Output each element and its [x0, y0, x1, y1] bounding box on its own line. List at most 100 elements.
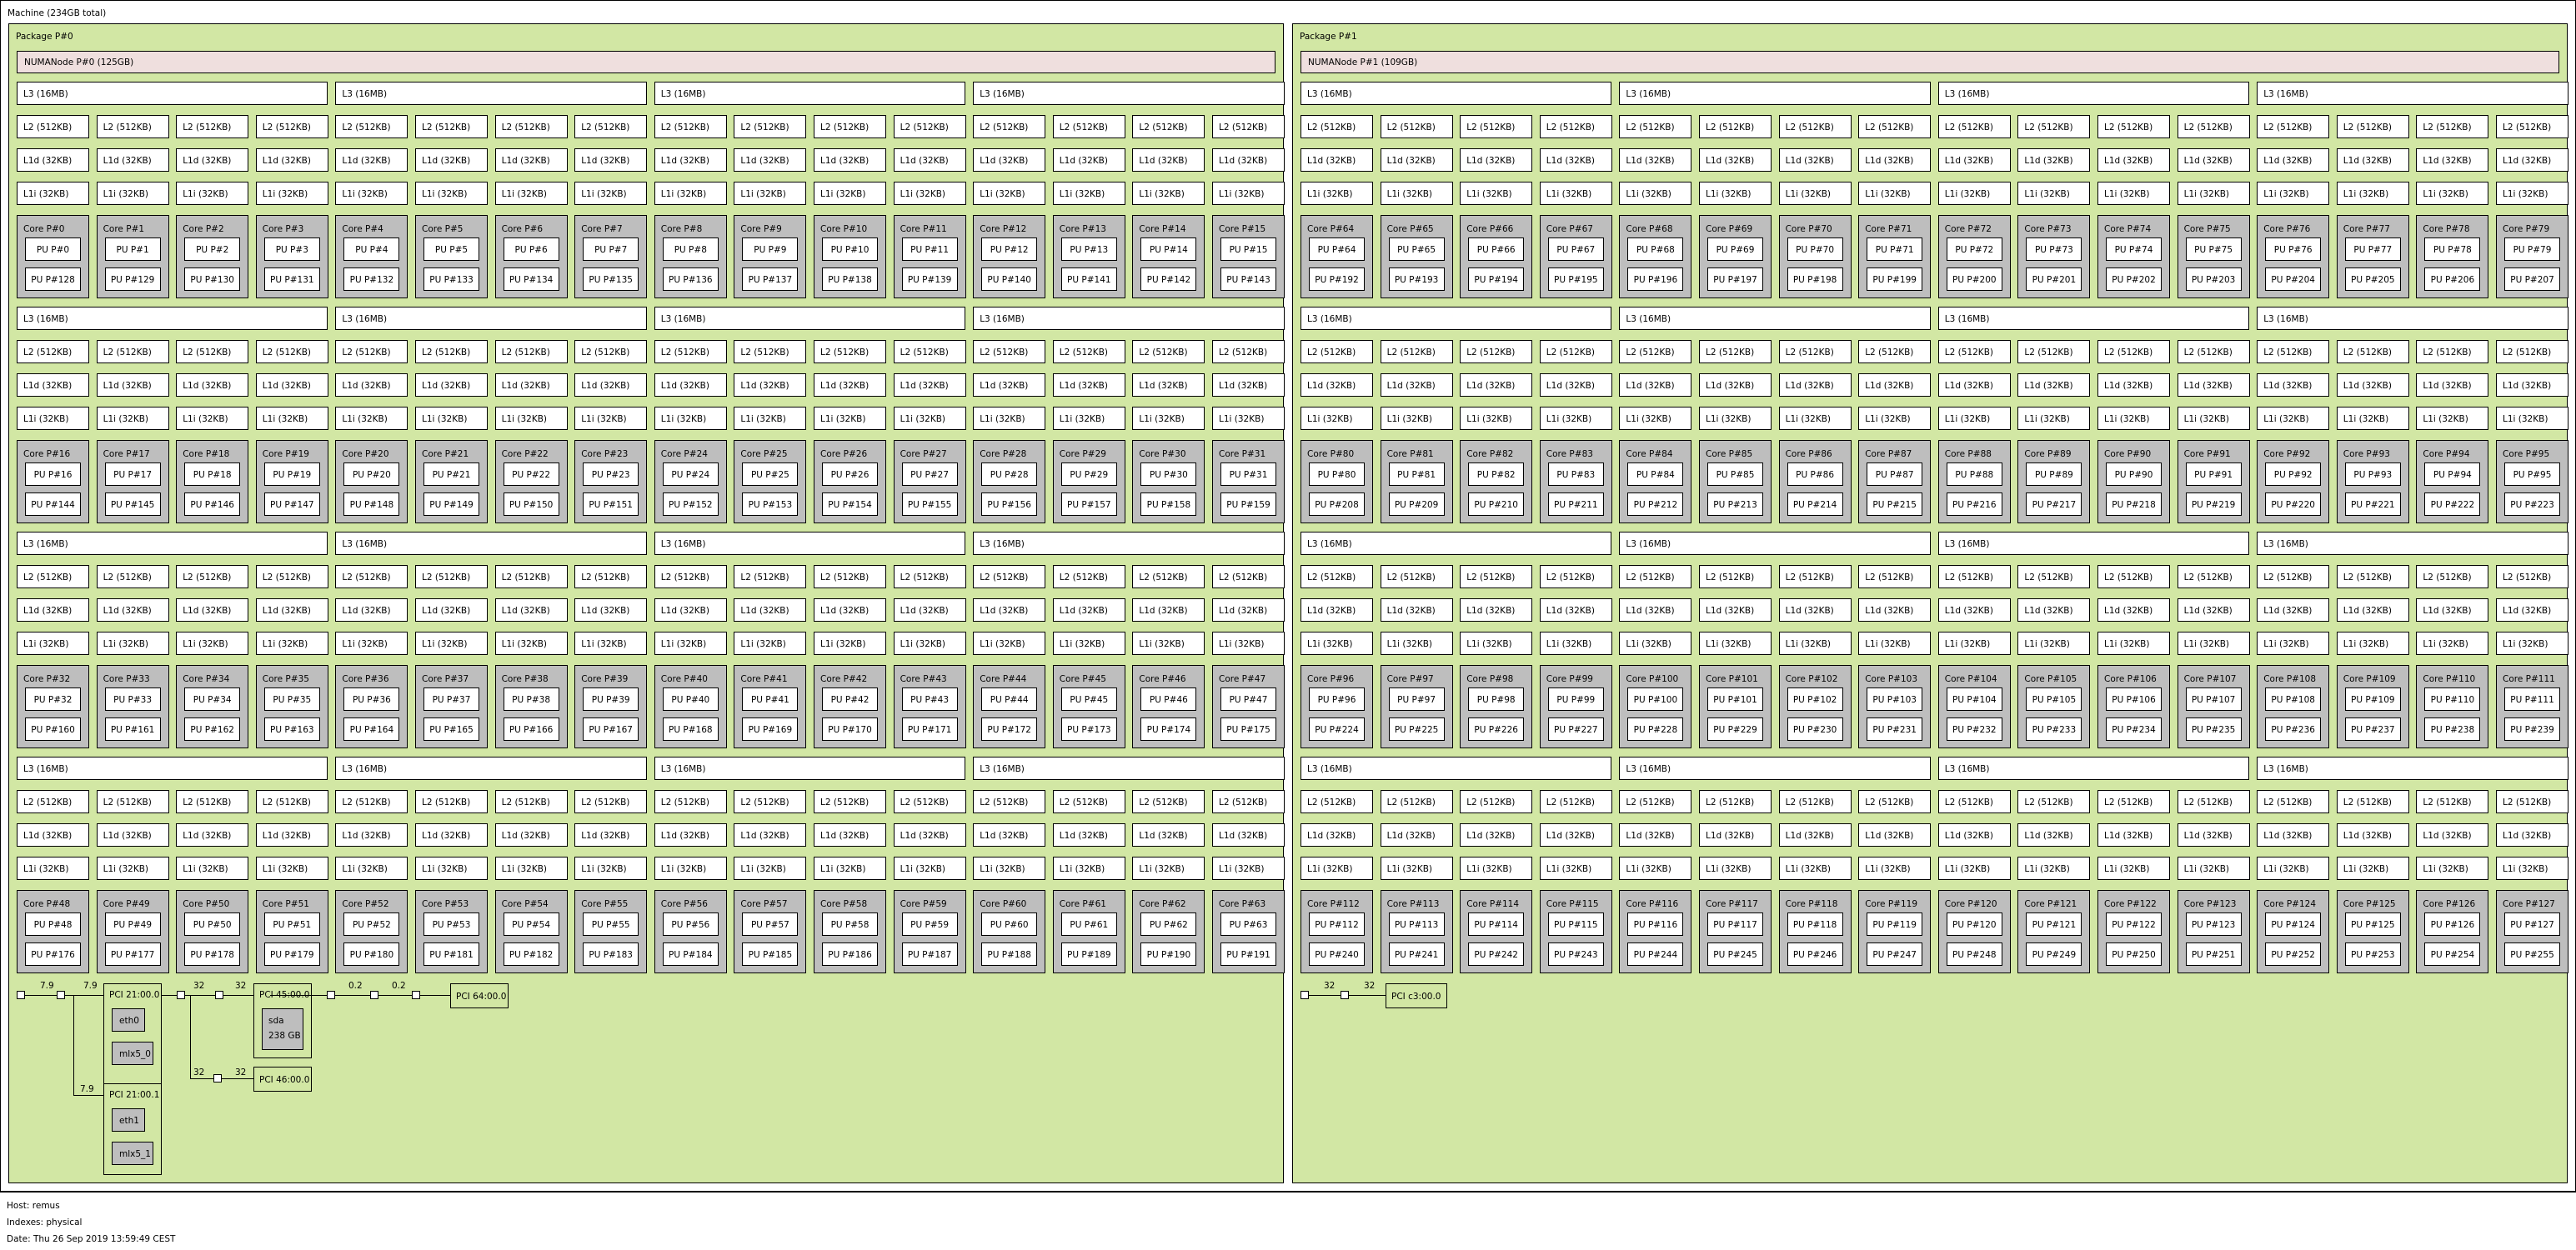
pu-box-label: PU P#222 — [2430, 500, 2475, 510]
core-box-label: Core P#94 — [2423, 449, 2470, 459]
l2-cache: L2 (512KB) — [574, 115, 648, 138]
l2-cache-label: L2 (512KB) — [820, 122, 870, 132]
l2-cache: L2 (512KB) — [2336, 115, 2409, 138]
l1d-cache: L1d (32KB) — [734, 148, 807, 172]
l1d-cache-label: L1d (32KB) — [2343, 381, 2392, 391]
l1d-cache-label: L1d (32KB) — [980, 831, 1029, 841]
l1i-cache: L1i (32KB) — [2177, 182, 2250, 205]
l1i-cache: L1i (32KB) — [2177, 857, 2250, 880]
pci-bridge — [1341, 991, 1349, 999]
l1d-cache-label: L1d (32KB) — [1626, 606, 1675, 616]
pu-box: PU P#28 — [981, 462, 1038, 486]
l2-cache: L2 (512KB) — [893, 115, 966, 138]
pci-bridge — [327, 991, 335, 999]
l2-cache: L2 (512KB) — [1699, 340, 1772, 363]
host-bridge — [17, 991, 25, 999]
l2-cache-label: L2 (512KB) — [1219, 572, 1268, 582]
l1d-cache-label: L1d (32KB) — [1466, 606, 1516, 616]
l1i-cache-label: L1i (32KB) — [1865, 414, 1911, 424]
pu-box-label: PU P#147 — [270, 500, 314, 510]
l1d-cache-label: L1d (32KB) — [262, 156, 311, 166]
l1i-cache-label: L1i (32KB) — [342, 414, 388, 424]
pu-box-label: PU P#93 — [2353, 470, 2393, 480]
l2-cache: L2 (512KB) — [973, 340, 1046, 363]
l1d-cache-label: L1d (32KB) — [342, 831, 391, 841]
pu-box-label: PU P#145 — [110, 500, 155, 510]
l1i-cache-label: L1i (32KB) — [1139, 864, 1185, 874]
l1i-cache: L1i (32KB) — [654, 632, 727, 655]
l3-cache-label: L3 (16MB) — [342, 314, 388, 324]
l1d-cache-label: L1d (32KB) — [1865, 831, 1914, 841]
pu-box: PU P#203 — [2185, 268, 2242, 291]
pu-box-label: PU P#33 — [113, 695, 153, 705]
l1d-cache-label: L1d (32KB) — [1466, 831, 1516, 841]
l1d-cache: L1d (32KB) — [1132, 598, 1205, 622]
l2-cache: L2 (512KB) — [1937, 115, 2011, 138]
pu-box-label: PU P#123 — [2191, 920, 2236, 930]
l1i-cache-label: L1i (32KB) — [740, 639, 786, 649]
pu-box: PU P#185 — [742, 942, 799, 966]
core-box-label: Core P#121 — [2024, 899, 2077, 909]
pu-box-label: PU P#29 — [1070, 470, 1109, 480]
pu-box-label: PU P#15 — [1229, 245, 1268, 255]
host-bridge — [1301, 991, 1309, 999]
l3-cache-label: L3 (16MB) — [1944, 89, 1990, 99]
l1d-cache-label: L1d (32KB) — [501, 156, 550, 166]
l2-cache: L2 (512KB) — [2416, 565, 2489, 588]
l1d-cache: L1d (32KB) — [1699, 373, 1772, 397]
l2-cache: L2 (512KB) — [654, 790, 727, 813]
l1i-cache: L1i (32KB) — [574, 182, 648, 205]
l1i-cache: L1i (32KB) — [2257, 857, 2330, 880]
l2-cache: L2 (512KB) — [893, 790, 966, 813]
l1i-cache: L1i (32KB) — [2496, 857, 2568, 880]
pu-box: PU P#52 — [343, 912, 400, 936]
l1i-cache: L1i (32KB) — [1460, 182, 1533, 205]
pci-device: PCI c3:00.0 — [1386, 983, 1447, 1008]
pu-box: PU P#194 — [1468, 268, 1525, 291]
core-box-label: Core P#14 — [1139, 224, 1186, 234]
core-box-label: Core P#30 — [1139, 449, 1186, 459]
pu-box-label: PU P#130 — [190, 275, 234, 285]
pu-box: PU P#47 — [1220, 688, 1276, 711]
l1d-cache-label: L1d (32KB) — [1139, 606, 1188, 616]
pu-box-label: PU P#19 — [273, 470, 312, 480]
l1d-cache: L1d (32KB) — [893, 373, 966, 397]
pu-box: PU P#236 — [2265, 718, 2322, 741]
l3-cache-label: L3 (16MB) — [2263, 314, 2308, 324]
pu-box: PU P#59 — [901, 912, 958, 936]
l1d-cache-label: L1d (32KB) — [2503, 831, 2552, 841]
pu-box: PU P#89 — [2026, 462, 2082, 486]
l2-cache-label: L2 (512KB) — [1059, 798, 1108, 808]
l1d-cache: L1d (32KB) — [255, 148, 328, 172]
pu-box-label: PU P#71 — [1875, 245, 1914, 255]
l1i-cache: L1i (32KB) — [1380, 632, 1453, 655]
l2-cache: L2 (512KB) — [335, 115, 408, 138]
core-box-label: Core P#115 — [1546, 899, 1599, 909]
l2-cache-label: L2 (512KB) — [740, 798, 789, 808]
l2-cache-label: L2 (512KB) — [2423, 122, 2472, 132]
l1i-cache: L1i (32KB) — [1619, 407, 1692, 430]
core-box-label: Core P#88 — [1944, 449, 1992, 459]
l3-cache-label: L3 (16MB) — [2263, 764, 2308, 774]
pu-box-label: PU P#245 — [1713, 950, 1757, 960]
pu-box: PU P#228 — [1627, 718, 1684, 741]
l2-cache: L2 (512KB) — [814, 790, 886, 813]
l2-cache-label: L2 (512KB) — [1219, 798, 1268, 808]
pu-box: PU P#123 — [2185, 912, 2242, 936]
pu-box: PU P#97 — [1388, 688, 1445, 711]
l1i-cache-label: L1i (32KB) — [262, 189, 308, 199]
l2-cache-label: L2 (512KB) — [501, 798, 550, 808]
pu-box-label: PU P#7 — [594, 245, 628, 255]
l2-cache: L2 (512KB) — [335, 790, 408, 813]
pu-box: PU P#161 — [104, 718, 161, 741]
pu-box: PU P#55 — [583, 912, 639, 936]
l1d-cache-label: L1d (32KB) — [1706, 381, 1755, 391]
l1i-cache: L1i (32KB) — [415, 182, 488, 205]
l1i-cache-label: L1i (32KB) — [342, 189, 388, 199]
l1d-cache: L1d (32KB) — [1778, 148, 1852, 172]
l1d-cache: L1d (32KB) — [1052, 823, 1125, 847]
pu-box-label: PU P#201 — [2032, 275, 2077, 285]
pu-box: PU P#7 — [583, 238, 639, 261]
l2-cache-label: L2 (512KB) — [342, 122, 391, 132]
core-box-label: Core P#8 — [660, 224, 703, 234]
